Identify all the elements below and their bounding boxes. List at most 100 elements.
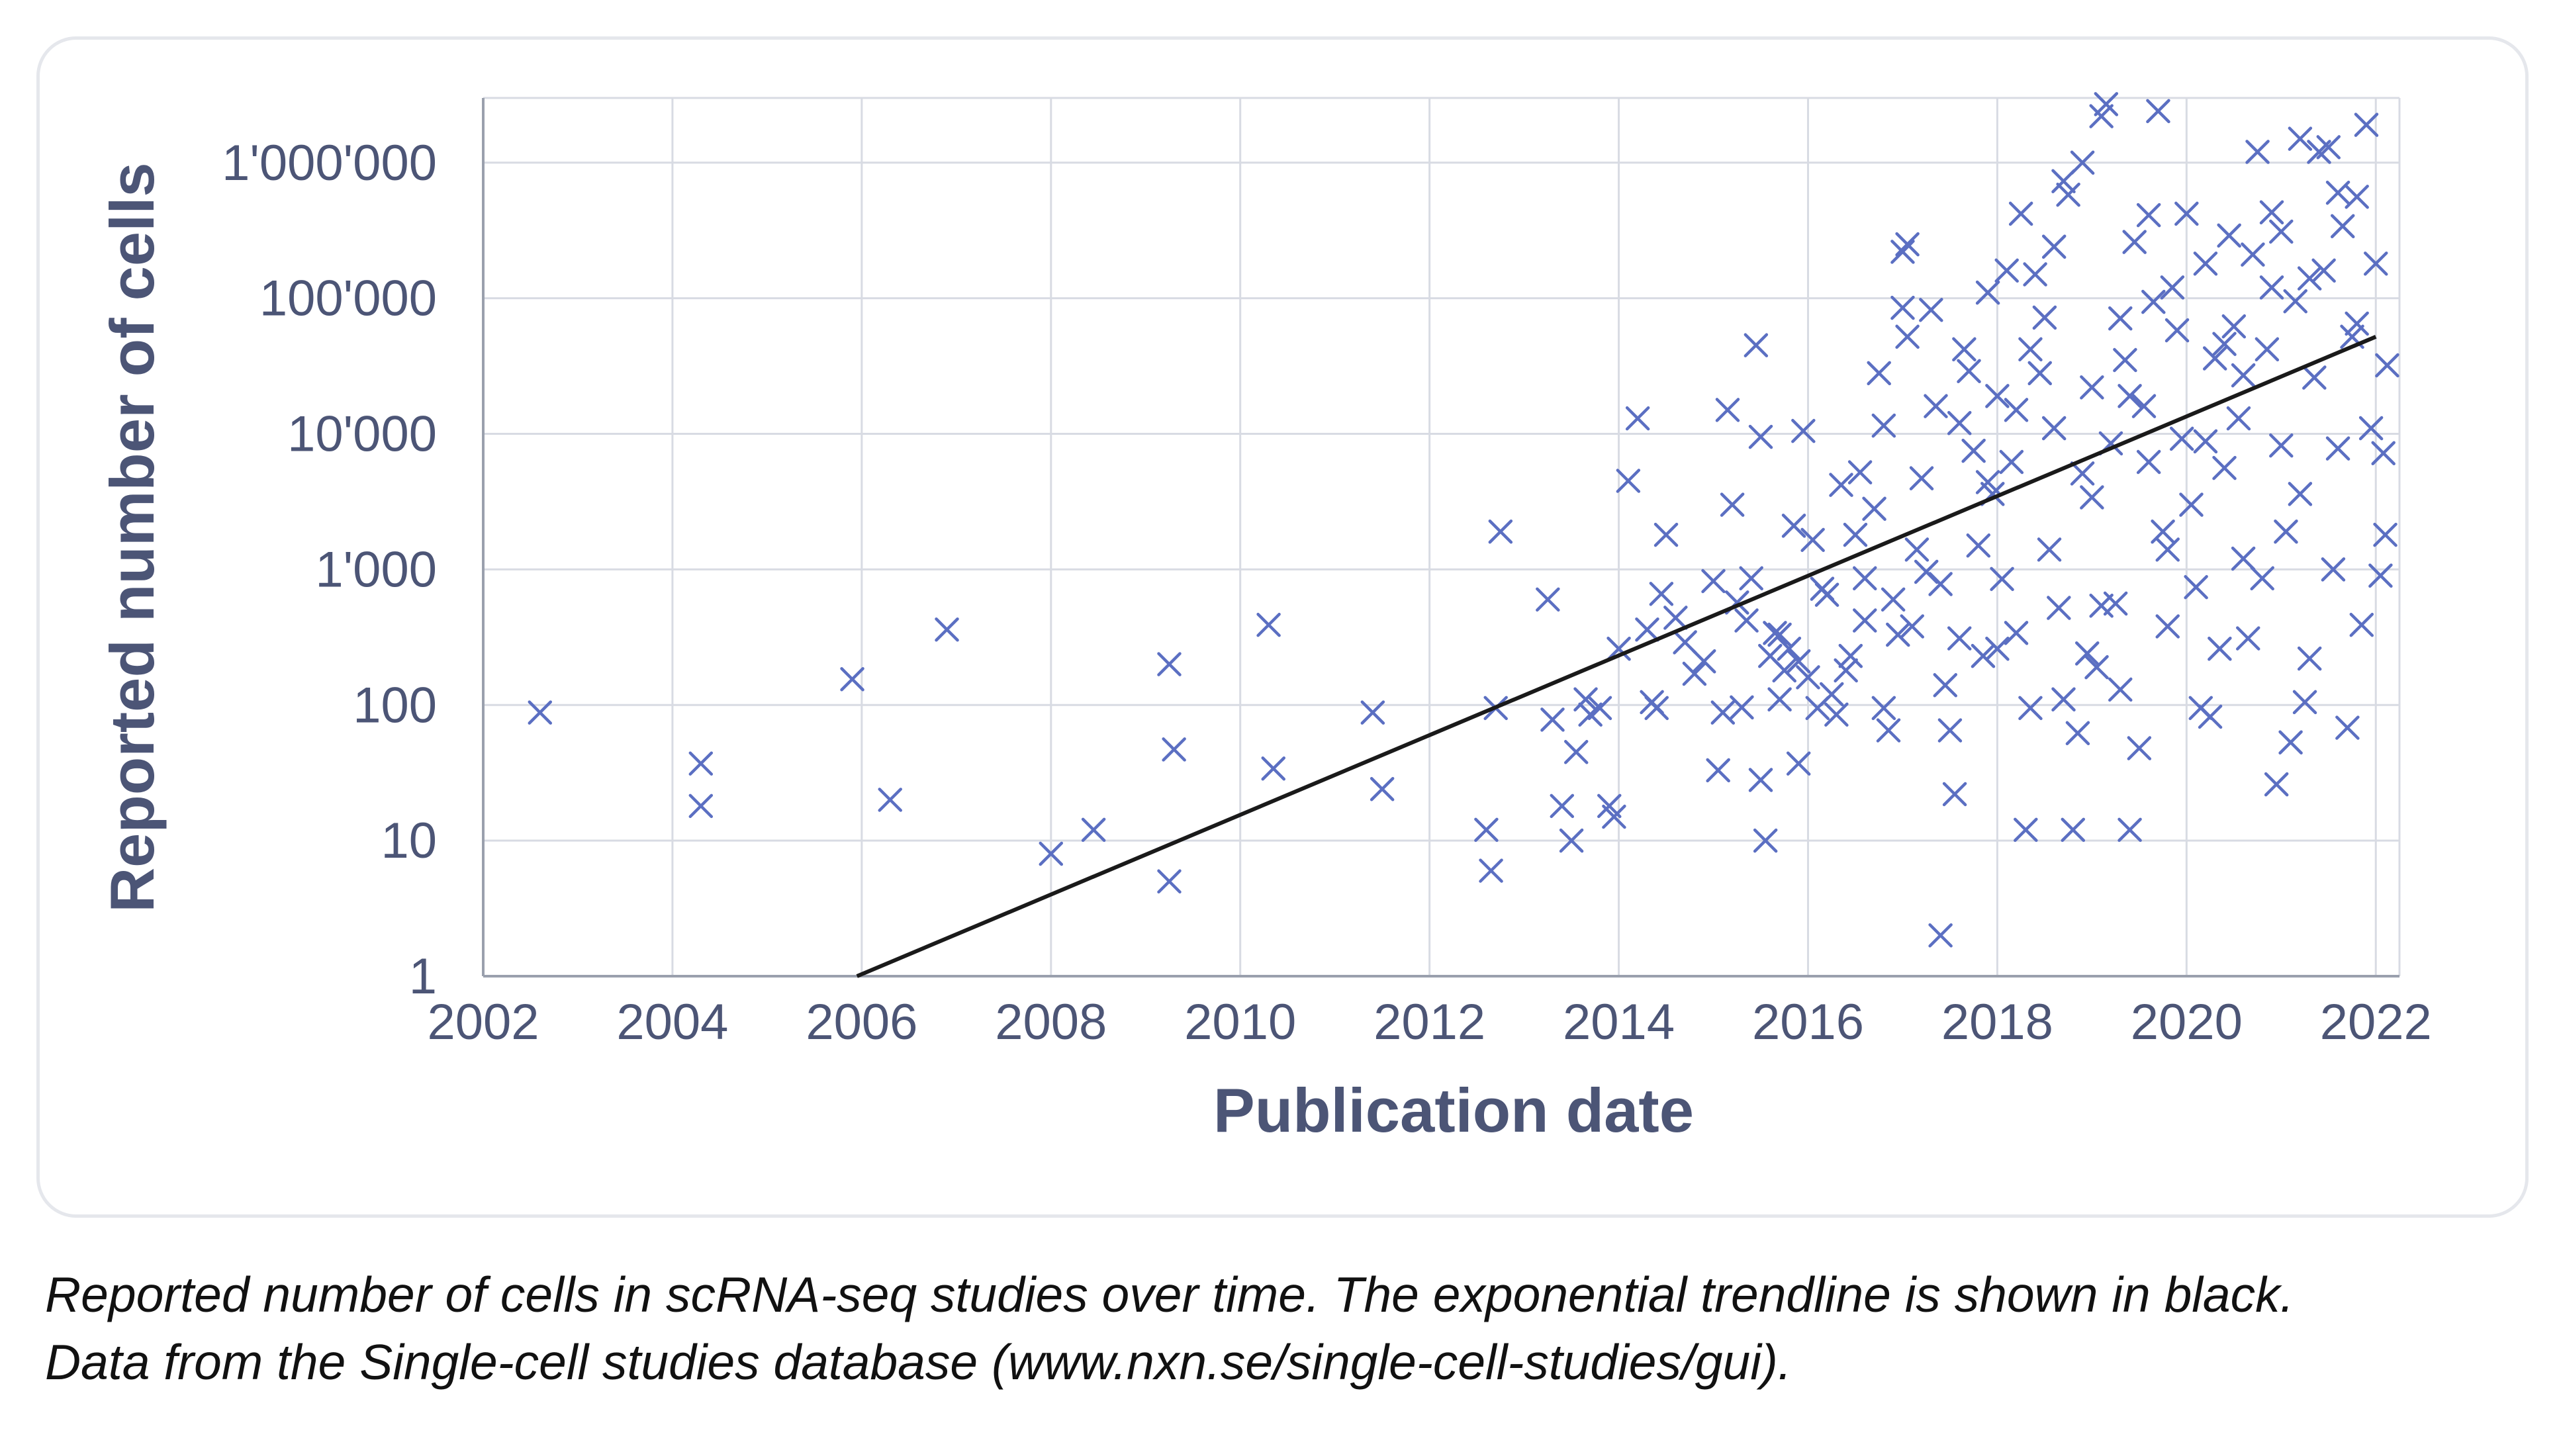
tick-labels: 2002 2004 2006 2008 2010 2012 2014 2016 2018 2020… xyxy=(222,135,2432,1050)
data-point xyxy=(1777,636,1802,661)
data-point xyxy=(2354,113,2379,137)
data-point xyxy=(2122,230,2147,254)
data-point xyxy=(2250,566,2274,591)
y-tick-label: 100 xyxy=(353,677,437,733)
data-point xyxy=(1767,687,1792,712)
data-point xyxy=(2018,696,2043,721)
data-point xyxy=(1904,537,1930,562)
data-point xyxy=(1971,643,1996,668)
data-point xyxy=(2084,655,2109,680)
x-tick-label: 2002 xyxy=(427,994,539,1050)
data-point xyxy=(1796,665,1820,690)
data-point xyxy=(2283,289,2307,314)
data-point xyxy=(2226,406,2251,431)
data-point xyxy=(2146,99,2170,124)
data-point xyxy=(2368,563,2393,588)
data-point xyxy=(1682,661,1707,686)
trendline-layer xyxy=(856,335,2377,978)
data-point xyxy=(1748,424,1773,449)
data-point xyxy=(1710,700,1736,725)
data-point xyxy=(688,751,714,776)
y-tick-label: 100'000 xyxy=(259,271,437,327)
data-point xyxy=(2108,677,2133,702)
data-point xyxy=(1606,636,1631,661)
trendline xyxy=(856,335,2377,978)
data-point xyxy=(2065,721,2090,746)
data-point xyxy=(840,667,864,692)
data-point xyxy=(2321,557,2346,582)
data-point xyxy=(1786,751,1811,776)
data-point xyxy=(1653,522,1679,547)
data-point xyxy=(2113,347,2137,373)
data-point xyxy=(1895,232,1920,257)
data-point xyxy=(1999,449,2024,475)
data-point xyxy=(1540,707,1565,732)
data-point xyxy=(1814,582,1839,607)
data-point xyxy=(2373,522,2397,547)
data-point xyxy=(2014,817,2038,842)
data-point xyxy=(1715,398,1740,422)
y-axis-label: Reported number of cells xyxy=(97,162,167,912)
data-point xyxy=(1853,608,1877,633)
data-point xyxy=(2236,626,2260,651)
data-point xyxy=(2089,104,2114,128)
data-point xyxy=(1975,470,2000,494)
data-point xyxy=(1924,394,1948,418)
data-point xyxy=(1985,384,2010,408)
data-point xyxy=(2264,772,2289,797)
figure-caption: Reported number of cells in scRNA-seq st… xyxy=(45,1261,2534,1396)
data-point xyxy=(2259,275,2284,300)
data-point xyxy=(2221,314,2247,339)
data-point xyxy=(1862,496,1886,522)
data-point xyxy=(2274,520,2298,544)
data-point xyxy=(1701,569,1726,594)
x-tick-label: 2020 xyxy=(2131,994,2243,1050)
data-point xyxy=(1957,359,1981,384)
data-point xyxy=(2193,429,2218,454)
data-point xyxy=(1928,923,1953,948)
data-point xyxy=(1909,466,1934,490)
data-point xyxy=(2269,219,2294,244)
data-point xyxy=(1966,533,1991,558)
data-point xyxy=(1673,630,1697,655)
x-tick-label: 2014 xyxy=(1563,994,1675,1050)
data-point xyxy=(1900,614,1924,639)
data-point xyxy=(2325,436,2350,461)
data-point xyxy=(1919,298,1943,322)
data-point xyxy=(1947,411,1972,435)
x-tick-label: 2010 xyxy=(1184,994,1296,1050)
data-point xyxy=(1616,469,1641,493)
data-point xyxy=(2089,593,2114,618)
data-point xyxy=(1081,817,1106,842)
data-point xyxy=(1536,587,1560,612)
data-point xyxy=(2316,135,2341,159)
data-point xyxy=(1559,828,1584,853)
chart-card xyxy=(36,36,2529,1218)
data-point xyxy=(2241,242,2265,267)
data-point xyxy=(1985,636,2010,661)
data-point xyxy=(1691,649,1716,674)
data-point xyxy=(1474,817,1499,842)
data-point xyxy=(2375,353,2399,378)
data-point xyxy=(2292,690,2317,715)
data-point xyxy=(2004,398,2029,422)
data-point xyxy=(2080,485,2104,510)
data-point xyxy=(2212,455,2237,480)
data-point xyxy=(1928,572,1953,596)
data-point xyxy=(1824,702,1849,727)
data-point xyxy=(1039,841,1064,866)
data-point xyxy=(1895,324,1920,349)
data-point xyxy=(2004,621,2029,645)
data-point xyxy=(2202,346,2227,371)
caption-line-1: Reported number of cells in scRNA-seq st… xyxy=(45,1267,2294,1322)
data-point xyxy=(2131,394,2157,418)
data-point xyxy=(2018,337,2043,362)
data-point xyxy=(1739,566,1763,591)
data-point xyxy=(2208,636,2232,661)
data-point xyxy=(1730,695,1754,720)
data-point xyxy=(2231,363,2256,388)
data-point xyxy=(1625,406,1650,431)
data-point xyxy=(2174,201,2199,226)
data-point xyxy=(1834,658,1858,683)
data-point xyxy=(1847,460,1873,484)
